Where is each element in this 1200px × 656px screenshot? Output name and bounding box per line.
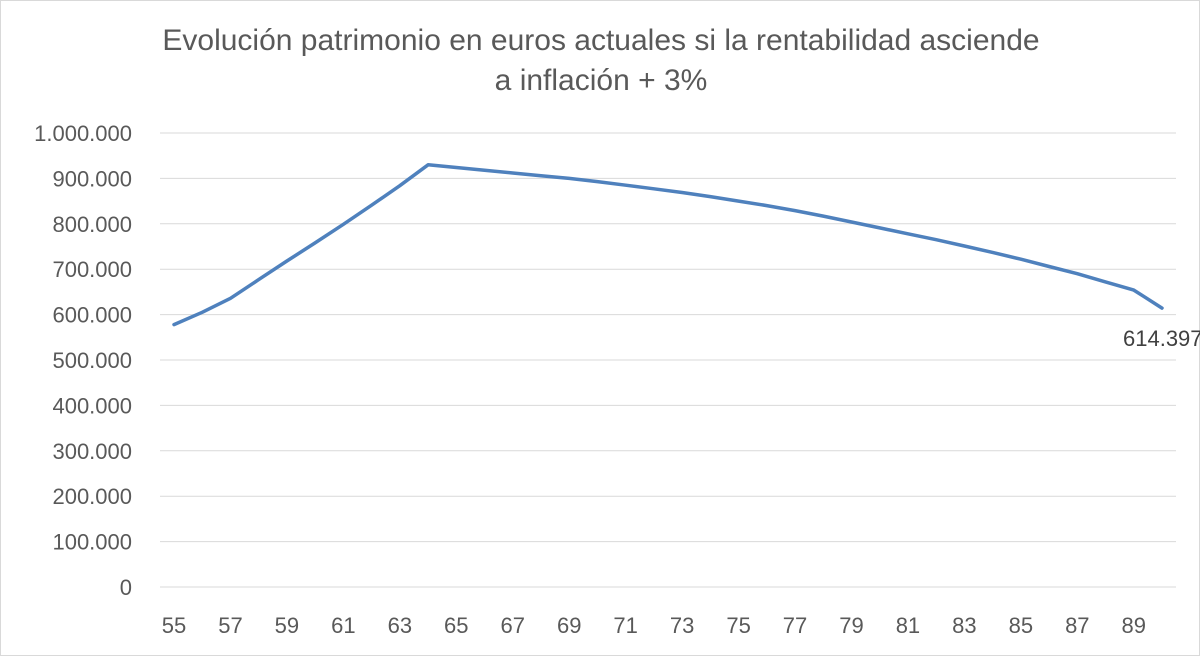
x-tick-label: 77 xyxy=(783,613,807,638)
series-layer xyxy=(172,163,1164,327)
chart-title-line-2: a inflación + 3% xyxy=(494,64,708,97)
x-tick-label: 73 xyxy=(670,613,694,638)
x-tick-label: 81 xyxy=(896,613,920,638)
y-tick-label: 400.000 xyxy=(52,393,132,418)
x-tick-label: 87 xyxy=(1065,613,1089,638)
x-tick-label: 57 xyxy=(218,613,242,638)
x-tick-label: 83 xyxy=(952,613,976,638)
x-tick-label: 85 xyxy=(1009,613,1033,638)
data-label-final-value: 614.397 xyxy=(1123,326,1200,351)
y-tick-label: 1.000.000 xyxy=(34,121,132,146)
y-tick-label: 100.000 xyxy=(52,530,132,555)
x-axis: 55 57 59 61 63 65 67 69 71 73 75 77 79 81 83 85 87 89 xyxy=(162,613,1146,638)
chart-title: Evolución patrimonio en euros actuales s… xyxy=(101,21,1101,101)
x-tick-label: 55 xyxy=(162,613,186,638)
x-tick-label: 65 xyxy=(444,613,468,638)
x-tick-label: 79 xyxy=(839,613,863,638)
y-tick-label: 0 xyxy=(120,575,132,600)
x-tick-label: 61 xyxy=(331,613,355,638)
x-tick-label: 67 xyxy=(501,613,525,638)
chart-title-line-1: Evolución patrimonio en euros actuales s… xyxy=(162,24,1040,57)
y-tick-label: 300.000 xyxy=(52,439,132,464)
y-tick-label: 500.000 xyxy=(52,348,132,373)
data-labels: 614.397 xyxy=(1123,326,1200,351)
x-tick-label: 63 xyxy=(388,613,412,638)
y-tick-label: 600.000 xyxy=(52,303,132,328)
series-line-0 xyxy=(172,163,1164,327)
x-tick-label: 59 xyxy=(275,613,299,638)
y-tick-label: 900.000 xyxy=(52,166,132,191)
x-tick-label: 89 xyxy=(1122,613,1146,638)
x-tick-label: 75 xyxy=(726,613,750,638)
y-axis: 1.000.000 900.000 800.000 700.000 600.000 500… xyxy=(34,121,132,600)
x-tick-label: 71 xyxy=(613,613,637,638)
y-tick-label: 800.000 xyxy=(52,212,132,237)
y-tick-label: 700.000 xyxy=(52,257,132,282)
y-tick-label: 200.000 xyxy=(52,484,132,509)
gridlines xyxy=(160,132,1176,588)
x-tick-label: 69 xyxy=(557,613,581,638)
